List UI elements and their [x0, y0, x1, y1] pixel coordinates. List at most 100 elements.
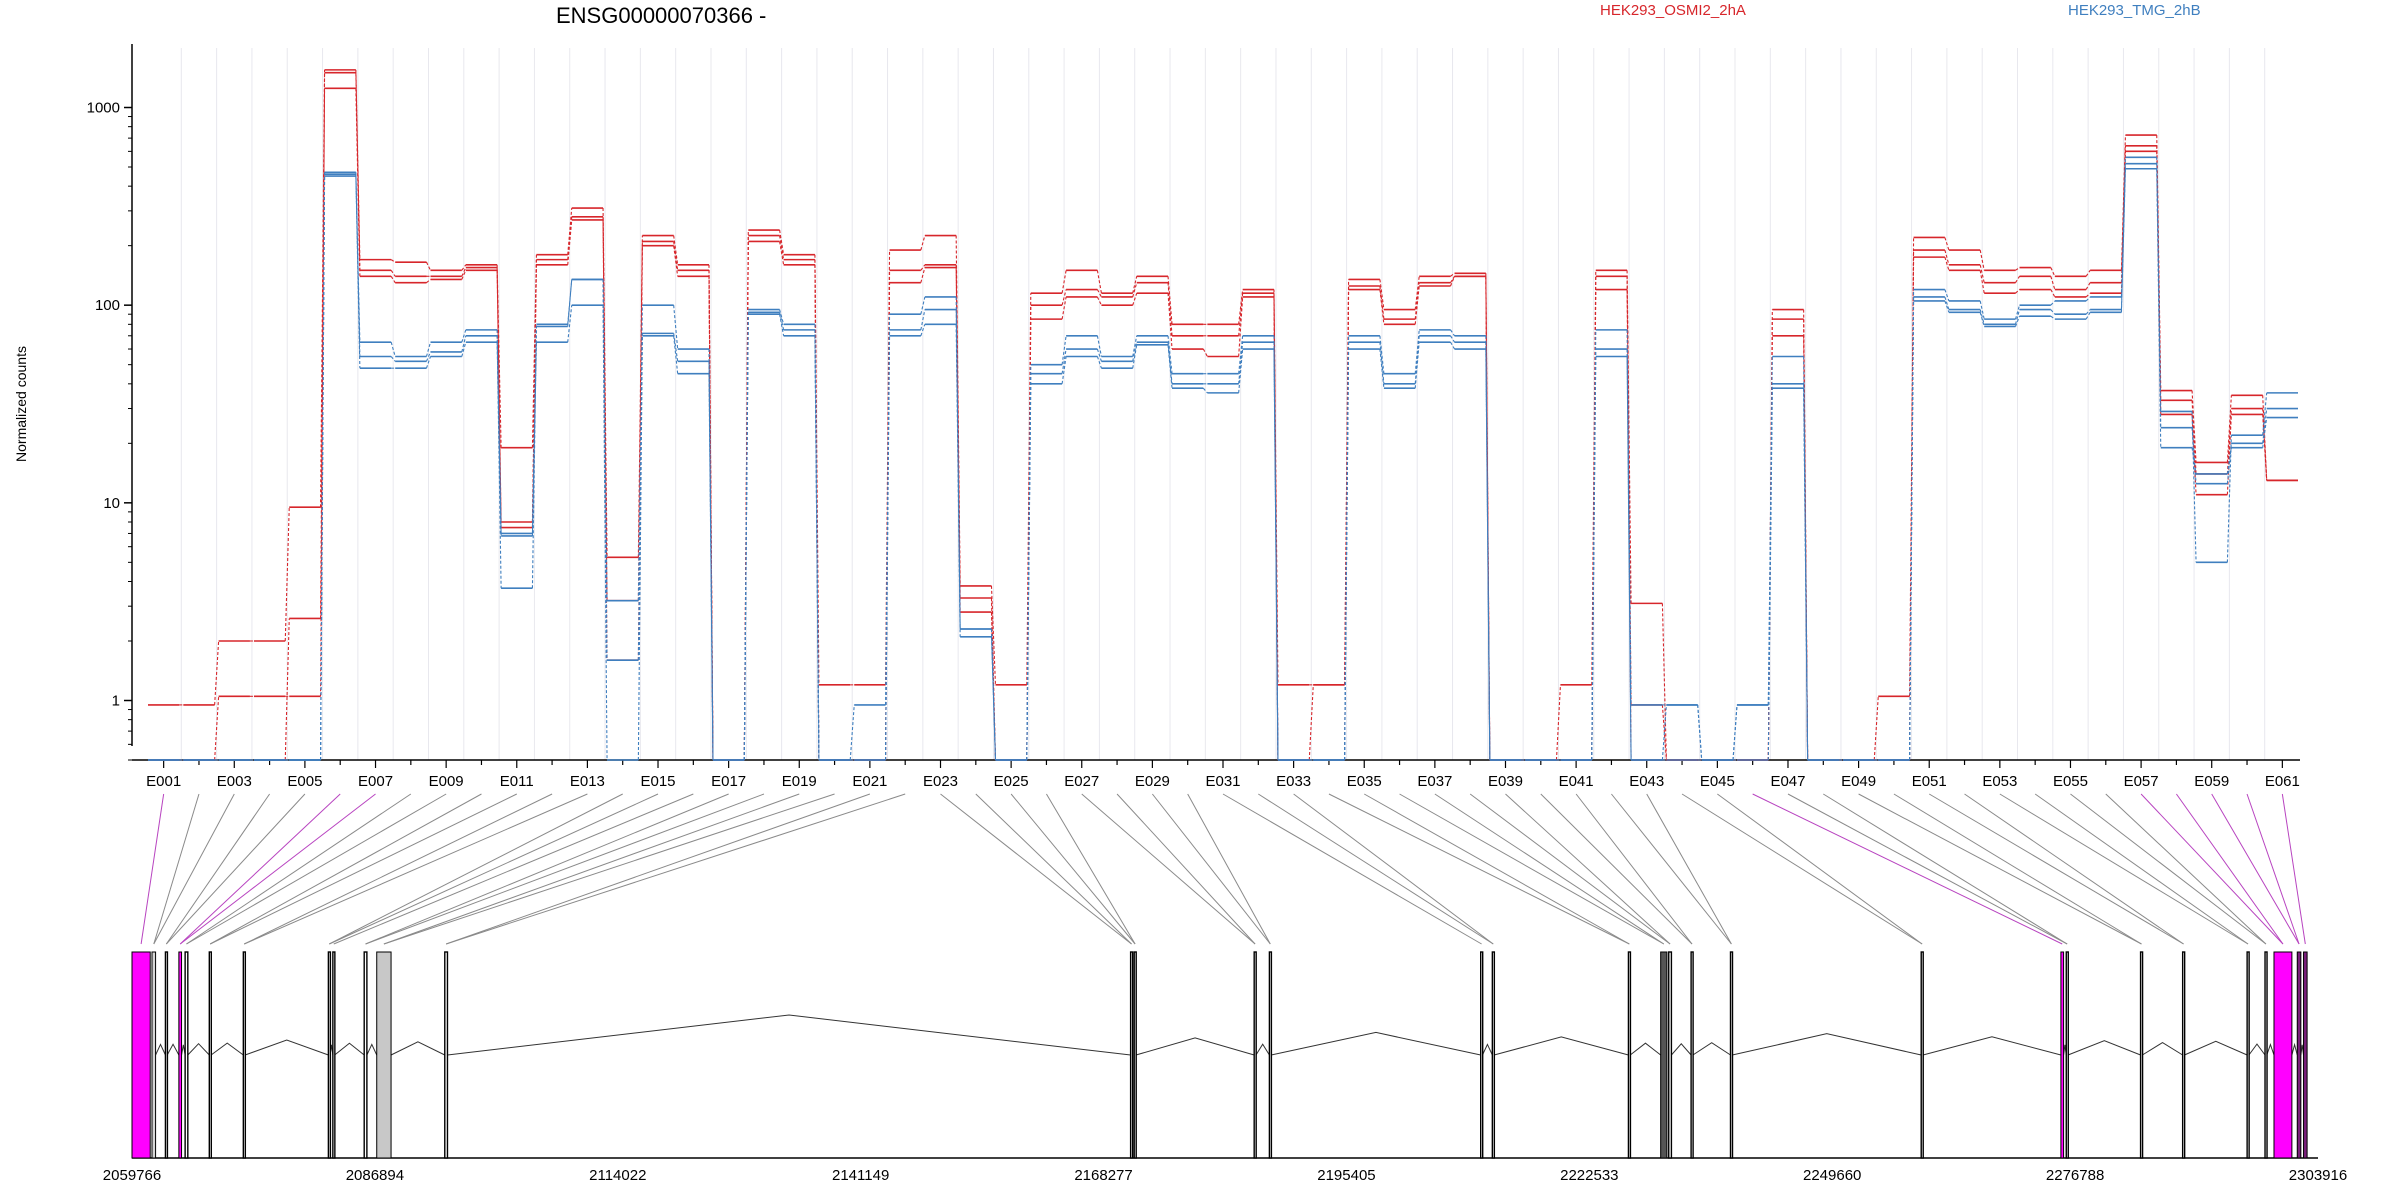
series-connector	[708, 373, 714, 761]
exon-connector	[1681, 793, 1923, 945]
series-connector	[1944, 249, 1950, 265]
series-connector	[1238, 289, 1244, 325]
exon-box	[1920, 951, 1924, 1159]
intron-line	[1271, 1031, 1481, 1056]
exon-box	[1660, 951, 1668, 1159]
y-axis-label: Normalized counts	[13, 346, 29, 462]
series-connector	[425, 342, 432, 357]
series-connector	[1202, 387, 1208, 394]
series-connector	[1414, 285, 1420, 325]
exon-box	[1690, 951, 1694, 1159]
exon-connector	[186, 793, 447, 945]
intron-line	[1671, 1043, 1692, 1056]
genomic-tick-label: 2114022	[589, 1167, 646, 1184]
intron-line	[1692, 1042, 1731, 1056]
series-connector	[849, 704, 855, 761]
x-tick-label: E049	[1841, 773, 1876, 790]
series-connector	[1944, 296, 1950, 310]
series-connector	[1661, 603, 1667, 761]
exon-box	[1491, 951, 1496, 1159]
exon-connector	[940, 793, 1132, 945]
series-connector	[567, 279, 573, 325]
exon-box	[178, 951, 183, 1159]
exon-connector	[1046, 793, 1136, 945]
exon-connector	[2176, 793, 2284, 945]
series-connector	[2262, 417, 2268, 448]
intron-line	[1629, 1042, 1661, 1056]
series-connector	[920, 324, 926, 336]
intron-line	[390, 1041, 446, 1056]
series-connector	[1096, 335, 1102, 357]
series-connector	[1167, 335, 1173, 374]
series-connector	[2014, 305, 2021, 320]
exon-connector	[2070, 793, 2267, 945]
series-connector	[1061, 289, 1067, 306]
exon-box	[184, 951, 189, 1159]
x-tick-label: E027	[1064, 773, 1099, 790]
series-connector	[1626, 356, 1632, 761]
series-connector	[884, 335, 891, 761]
series-connector	[2120, 168, 2126, 313]
exon-connector	[179, 793, 376, 945]
x-tick-label: E053	[1982, 773, 2017, 790]
series-connector	[779, 235, 785, 260]
series-connector	[1238, 335, 1244, 374]
intron-line	[334, 1042, 365, 1056]
series-connector	[425, 356, 432, 369]
exon-connector	[1187, 793, 1271, 945]
x-tick-label: E041	[1559, 773, 1594, 790]
exon-connector	[1893, 793, 2142, 945]
x-tick-label: E011	[500, 773, 534, 790]
series-connector	[920, 296, 926, 315]
series-connector	[2226, 414, 2232, 495]
series-connector	[1979, 312, 1985, 327]
genomic-tick-label: 2059766	[103, 1167, 161, 1184]
series-connector	[531, 326, 537, 589]
series-connector	[673, 335, 679, 374]
series-connector	[1944, 300, 1950, 313]
exon-connector	[383, 793, 835, 945]
exon-connector	[1151, 793, 1271, 945]
series-connector	[1132, 335, 1138, 357]
exon-box	[363, 951, 368, 1159]
series-connector	[1450, 335, 1455, 343]
series-connector	[708, 361, 714, 761]
series-connector	[990, 636, 997, 761]
exon-connector	[165, 793, 306, 945]
exon-box	[2296, 951, 2302, 1159]
chart-title: ENSG00000070366 -	[556, 3, 766, 28]
exon-connector	[1611, 793, 1732, 945]
series-connector	[1167, 293, 1173, 350]
series-connector	[425, 261, 431, 271]
series-connector	[2262, 392, 2268, 436]
series-connector	[1979, 249, 1985, 271]
series-connector	[990, 585, 997, 685]
series-connector	[425, 351, 431, 362]
series-connector	[920, 235, 926, 251]
series-connector	[2015, 267, 2020, 271]
series-1	[148, 71, 2298, 761]
series-connector	[2156, 168, 2162, 448]
series-connector	[567, 305, 573, 343]
exon-connector	[1752, 793, 2063, 945]
series-connector	[567, 219, 573, 265]
series-connector	[1379, 342, 1385, 384]
series-connector	[461, 335, 467, 353]
exon-connector	[153, 793, 235, 945]
intron-line	[447, 1014, 1131, 1056]
x-tick-label: E045	[1700, 773, 1735, 790]
axes: 1 10 100 1000 E001 E003 E005 E007 E009 E011 E013 E0…	[87, 44, 2347, 1184]
series-connector	[1661, 704, 1667, 761]
exon-box	[376, 951, 392, 1159]
exon-connector	[2105, 793, 2267, 945]
series-connector	[2085, 309, 2091, 315]
x-tick-label: E031	[1205, 773, 1240, 790]
series-connector	[1061, 348, 1067, 374]
exon-connector	[1858, 793, 2142, 945]
series-connector	[920, 267, 926, 283]
exon-connector	[975, 793, 1132, 945]
series-connector	[920, 264, 926, 271]
exon-box	[1668, 951, 1673, 1159]
intron-line	[166, 1043, 180, 1056]
series-connector	[2262, 408, 2268, 444]
